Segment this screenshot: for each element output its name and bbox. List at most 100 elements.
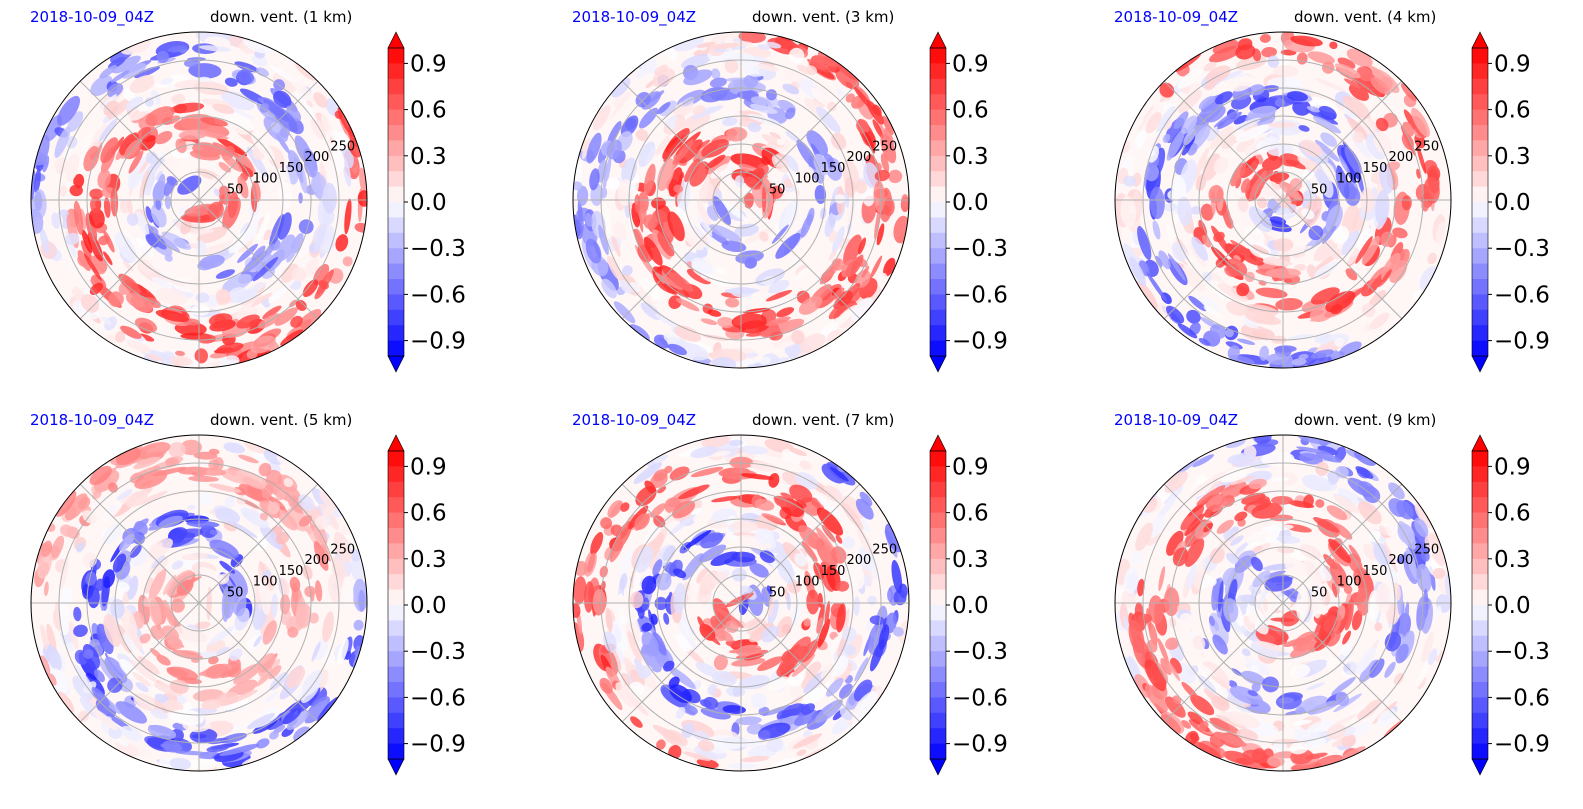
field-cell <box>690 507 703 516</box>
field-cell <box>627 631 642 663</box>
field-cell <box>1213 231 1225 242</box>
field-cell <box>603 631 617 653</box>
field-cell <box>758 356 771 365</box>
field-cell <box>725 640 743 648</box>
field-cell <box>1266 229 1280 238</box>
field-cell <box>146 444 171 453</box>
field-cell <box>292 693 303 704</box>
angular-grid-line <box>621 483 742 604</box>
field-cell <box>1298 453 1323 465</box>
field-cell <box>620 548 633 576</box>
field-cell <box>1353 567 1370 589</box>
field-title: down. vent. (5 km) <box>210 411 353 429</box>
field-cell <box>148 568 167 601</box>
field-cell <box>1243 657 1272 670</box>
field-cell <box>606 255 623 281</box>
field-cell <box>1278 697 1294 704</box>
colorbar-tick-label: 0.0 <box>952 593 989 619</box>
field-cell <box>809 497 825 510</box>
field-cell <box>127 627 143 651</box>
field-cell <box>795 267 810 281</box>
field-cell <box>668 115 678 124</box>
field-cell <box>788 447 807 457</box>
colorbar-level <box>1472 451 1488 467</box>
field-cell <box>1181 115 1198 135</box>
field-cell <box>134 317 158 333</box>
field-cell <box>1298 353 1309 360</box>
field-cell <box>46 645 62 671</box>
colorbar-level <box>1472 635 1488 652</box>
colorbar-level <box>388 543 404 560</box>
field-cell <box>1335 167 1350 199</box>
field-cell <box>92 490 102 500</box>
field-cell <box>1400 83 1417 102</box>
field-cell <box>1278 181 1303 201</box>
field-cell <box>756 517 770 524</box>
field-cell <box>1305 752 1328 760</box>
field-cell <box>175 350 185 357</box>
field-cell <box>230 585 247 617</box>
field-cell <box>116 488 132 501</box>
field-cell <box>240 507 269 529</box>
radial-tick-label: 200 <box>1389 553 1414 568</box>
field-cell <box>56 95 81 126</box>
field-cell <box>712 196 732 226</box>
field-cell <box>40 540 53 558</box>
field-cell <box>252 256 279 282</box>
colorbar-tick-label: −0.9 <box>1494 329 1550 355</box>
field-cell <box>280 329 304 346</box>
field-cell <box>1314 261 1338 279</box>
colorbar-level <box>930 109 946 126</box>
field-cell <box>274 307 298 326</box>
field-cell <box>1156 105 1176 132</box>
field-cell <box>815 526 837 556</box>
field-cell <box>187 758 218 770</box>
field-cell <box>643 214 658 230</box>
field-cell <box>634 546 654 573</box>
field-cell <box>798 295 823 315</box>
colorbar-level <box>1472 78 1488 95</box>
field-cell <box>1421 631 1434 664</box>
field-cell <box>798 525 823 550</box>
field-cell <box>620 527 629 540</box>
field-cell <box>214 188 220 197</box>
field-cell <box>1384 661 1396 678</box>
field-cell <box>728 439 744 446</box>
field-cell <box>1166 223 1178 249</box>
field-cell <box>208 313 233 327</box>
field-cell <box>731 313 767 330</box>
field-cell <box>650 503 666 518</box>
field-cell <box>83 253 102 281</box>
field-cell <box>1331 582 1338 598</box>
field-cell <box>652 68 676 88</box>
field-cell <box>110 598 125 619</box>
field-cell <box>69 184 83 197</box>
field-cell <box>218 162 231 173</box>
field-cell <box>1166 660 1181 682</box>
field-cell <box>1268 121 1296 128</box>
field-cell <box>1195 474 1206 484</box>
field-cell <box>1436 605 1442 617</box>
field-cell <box>186 520 220 528</box>
field-cell <box>1250 556 1263 572</box>
field-cell <box>352 578 367 612</box>
field-cell <box>198 567 226 583</box>
field-title: down. vent. (3 km) <box>752 8 895 26</box>
field-cell <box>1395 643 1409 664</box>
field-cell <box>91 687 110 707</box>
field-cell <box>1414 503 1432 529</box>
field-cell <box>1275 298 1303 311</box>
field-cell <box>83 145 100 172</box>
field-cell <box>1181 140 1192 156</box>
field-cell <box>1341 230 1360 256</box>
colorbar-level <box>388 186 404 203</box>
field-cell <box>1255 287 1288 299</box>
field-cell <box>789 484 813 503</box>
field-cell <box>104 656 128 683</box>
field-cell <box>1164 471 1188 493</box>
colorbar-level <box>388 263 404 280</box>
field-cell <box>148 538 173 559</box>
colorbar-tick-label: 0.6 <box>1494 501 1531 527</box>
field-cell <box>1335 465 1349 479</box>
field-cell <box>73 606 82 622</box>
